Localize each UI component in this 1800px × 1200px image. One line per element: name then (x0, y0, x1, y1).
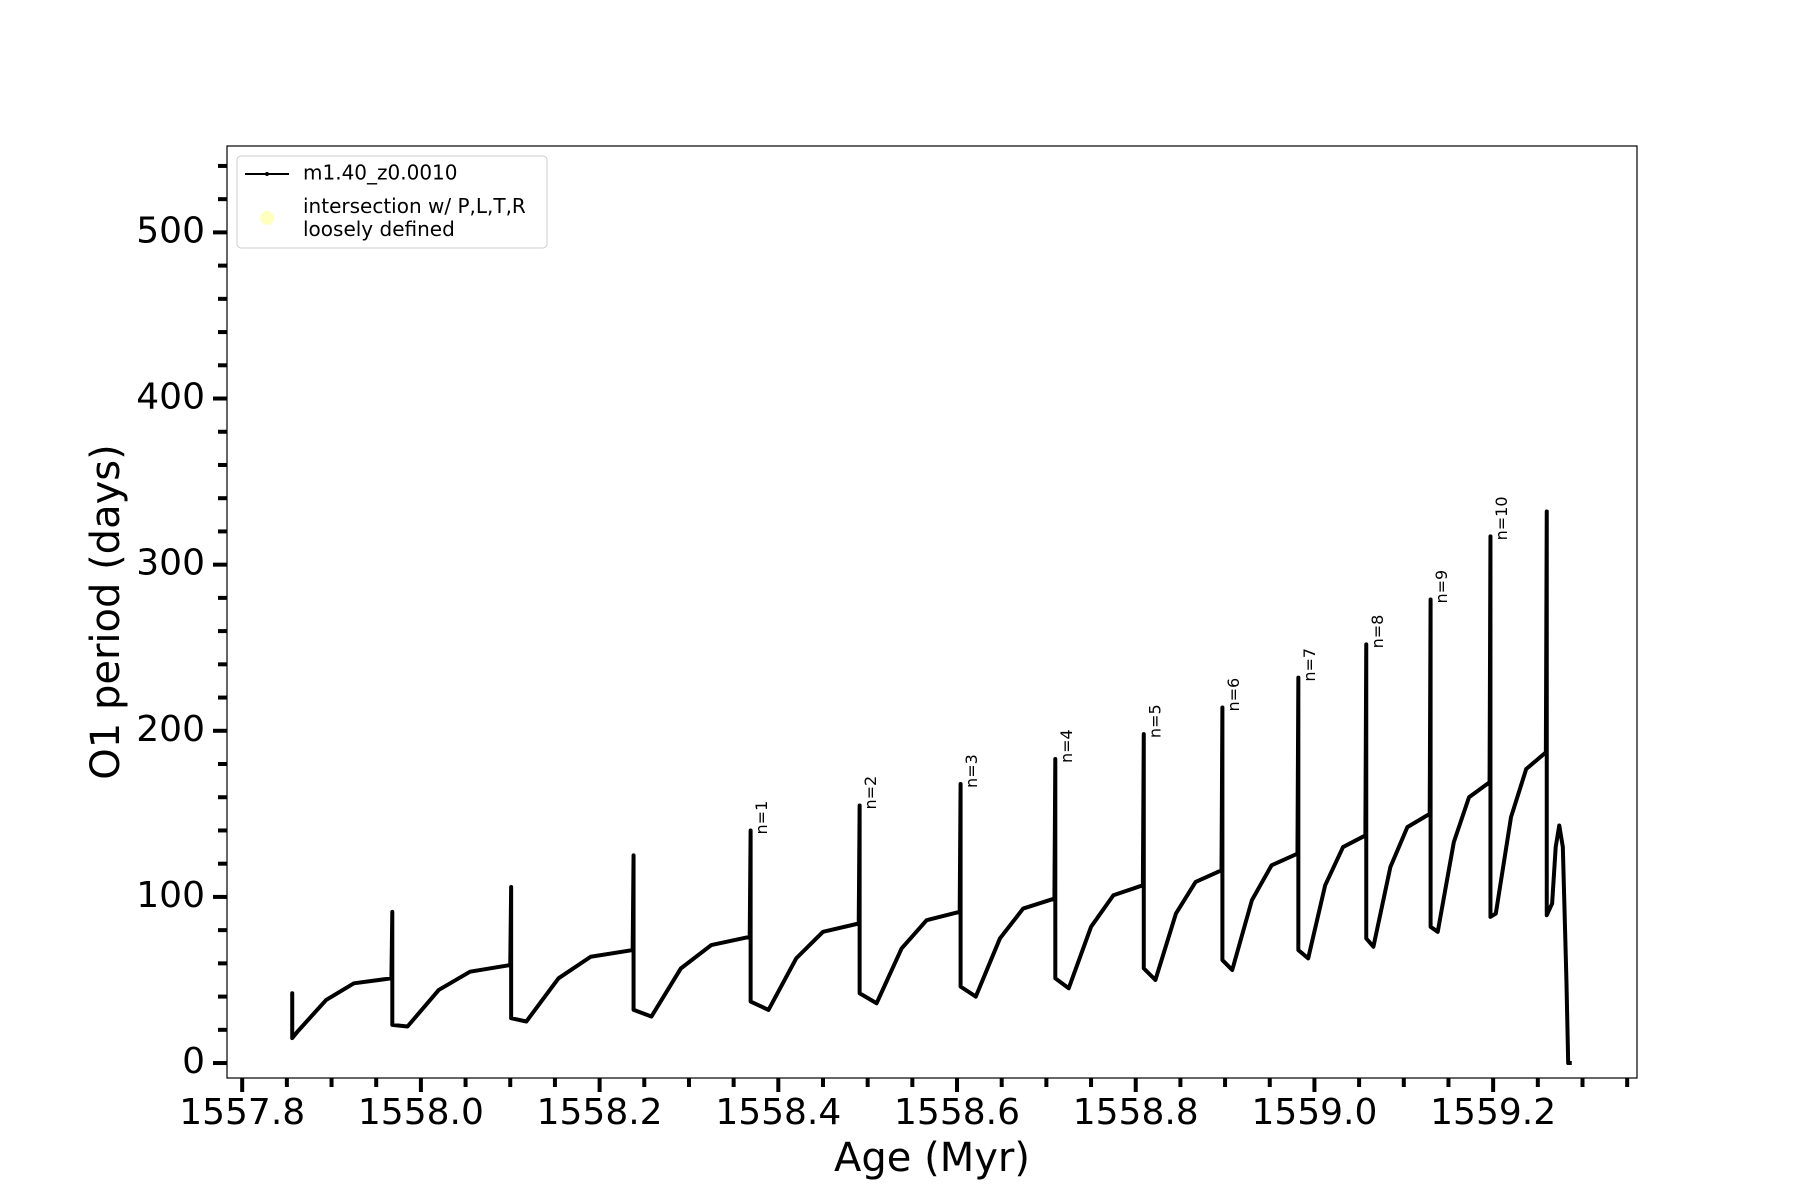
legend-label: m1.40_z0.0010 (303, 161, 458, 185)
x-tick-label: 1558.6 (894, 1092, 1020, 1133)
annotation: n=10 (1492, 497, 1511, 541)
annotation: n=1 (752, 801, 771, 835)
annotation: n=8 (1368, 615, 1387, 649)
annotation: n=2 (861, 776, 880, 810)
x-tick-label: 1557.8 (179, 1092, 305, 1133)
legend-box (236, 155, 548, 249)
y-tick-label: 300 (136, 543, 205, 584)
annotation: n=3 (962, 754, 981, 788)
series-line (290, 509, 1572, 1066)
annotation: n=4 (1057, 729, 1076, 763)
plot-frame (226, 145, 1638, 1079)
x-tick-label: 1559.0 (1251, 1092, 1377, 1133)
y-axis-label: O1 period (days) (83, 444, 129, 779)
x-tick-label: 1559.2 (1430, 1092, 1556, 1133)
x-tick-label: 1558.0 (358, 1092, 484, 1133)
y-tick-label: 400 (136, 377, 205, 418)
y-tick-label: 0 (182, 1041, 205, 1082)
y-tick-label: 100 (136, 875, 205, 916)
annotation: n=5 (1145, 704, 1164, 738)
legend-label: intersection w/ P,L,T,R loosely defined (303, 194, 526, 241)
annotation: n=7 (1300, 648, 1319, 682)
y-tick-label: 500 (136, 210, 205, 251)
annotation: n=6 (1224, 678, 1243, 712)
legend-marker (265, 172, 269, 176)
x-tick-label: 1558.4 (715, 1092, 841, 1133)
legend-marker (260, 211, 274, 225)
x-tick-label: 1558.8 (1073, 1092, 1199, 1133)
y-tick-label: 200 (136, 709, 205, 750)
x-tick-label: 1558.2 (537, 1092, 663, 1133)
x-axis-label: Age (Myr) (834, 1135, 1030, 1181)
annotation: n=9 (1432, 570, 1451, 604)
